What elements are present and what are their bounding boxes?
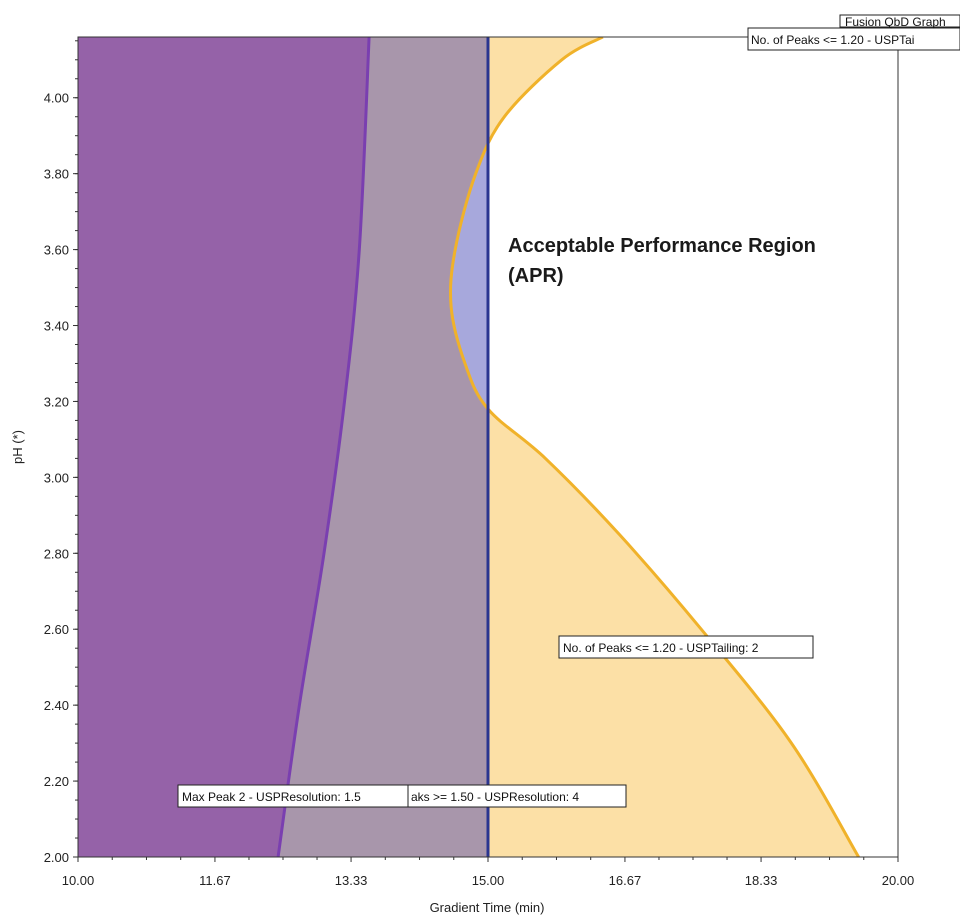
x-tick-label: 20.00 xyxy=(882,873,915,888)
annotation-tailing-top: No. of Peaks <= 1.20 - USPTai xyxy=(747,27,960,51)
resolution-1-5-boundary-curve xyxy=(276,37,371,857)
graph-title-box: Fusion QbD Graph xyxy=(839,14,960,29)
y-tick-label: 2.00 xyxy=(44,850,69,865)
y-axis: 2.00 2.20 2.40 2.60 2.80 3.00 3.20 3.40 3.60 3.80… xyxy=(44,40,78,865)
x-tick-label: 16.67 xyxy=(609,873,642,888)
y-tick-label: 3.80 xyxy=(44,167,69,182)
y-tick-label: 2.20 xyxy=(44,774,69,789)
apr-label-line-1: Acceptable Performance Region xyxy=(508,235,816,257)
resolution-1-5-failure-region xyxy=(78,37,370,857)
annotation-tailing-text: No. of Peaks <= 1.20 - USPTailing: 2 xyxy=(563,641,759,655)
annotation-resolution-4: aks >= 1.50 - USPResolution: 4 xyxy=(407,784,627,808)
tailing-boundary-curve xyxy=(448,37,860,857)
y-tick-label: 3.40 xyxy=(44,319,69,334)
x-tick-label: 18.33 xyxy=(745,873,778,888)
y-tick-label: 3.20 xyxy=(44,394,69,409)
graph-title: Fusion QbD Graph xyxy=(845,15,946,29)
annotation-resolution-1-5: Max Peak 2 - USPResolution: 1.5 xyxy=(177,784,409,808)
x-tick-label: 15.00 xyxy=(472,873,505,888)
y-tick-label: 4.00 xyxy=(44,91,69,106)
x-tick-label: 10.00 xyxy=(62,873,95,888)
annotation-resolution-1-5-text: Max Peak 2 - USPResolution: 1.5 xyxy=(182,790,361,804)
y-tick-label: 2.80 xyxy=(44,546,69,561)
y-tick-label: 2.60 xyxy=(44,622,69,637)
y-axis-title: pH (*) xyxy=(10,430,25,464)
y-tick-label: 3.00 xyxy=(44,470,69,485)
annotation-tailing: No. of Peaks <= 1.20 - USPTailing: 2 xyxy=(558,635,814,659)
y-tick-label: 2.40 xyxy=(44,698,69,713)
x-tick-label: 13.33 xyxy=(335,873,368,888)
annotation-resolution-4-text: aks >= 1.50 - USPResolution: 4 xyxy=(411,790,579,804)
annotation-tailing-top-text: No. of Peaks <= 1.20 - USPTai xyxy=(751,33,914,47)
x-axis: 10.00 11.67 13.33 15.00 16.67 18.33 20.00 xyxy=(62,857,915,888)
x-tick-label: 11.67 xyxy=(199,873,231,888)
apr-label-line-2: (APR) xyxy=(508,265,564,287)
y-tick-label: 3.60 xyxy=(44,243,69,258)
x-axis-title: Gradient Time (min) xyxy=(430,900,545,915)
apr-overlap-region xyxy=(450,143,488,409)
